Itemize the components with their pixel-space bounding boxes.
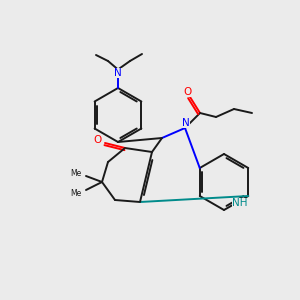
Text: NH: NH: [232, 198, 248, 208]
Text: O: O: [183, 87, 191, 97]
Text: Me: Me: [70, 188, 82, 197]
Text: N: N: [182, 118, 190, 128]
Text: Me: Me: [70, 169, 82, 178]
Text: N: N: [114, 68, 122, 78]
Text: O: O: [94, 135, 102, 145]
